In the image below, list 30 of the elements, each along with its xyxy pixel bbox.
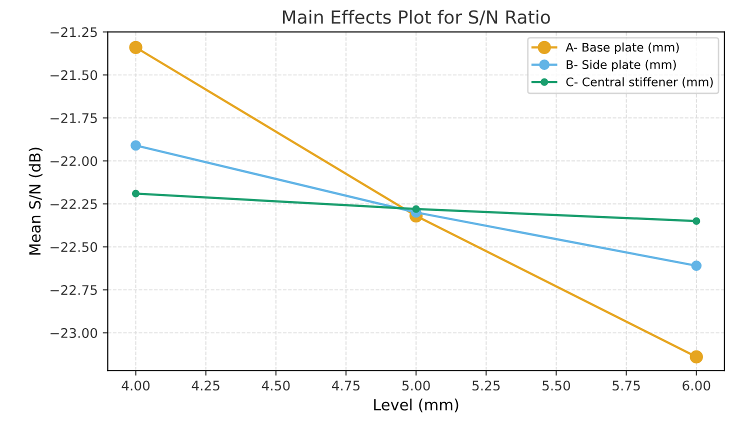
y-tick-label: −23.00 [50, 328, 98, 338]
y-tick-label: −21.25 [50, 27, 97, 38]
point [129, 40, 142, 54]
point [692, 217, 700, 225]
y-axis-title: Mean S/N (dB) [28, 148, 42, 255]
x-axis-title: Level (mm) [374, 398, 458, 412]
legend-label: C- Central stiffener (mm) [566, 77, 713, 88]
point [132, 190, 140, 198]
x-tick-label: 4.50 [262, 380, 290, 391]
point [690, 350, 703, 364]
legend-label: A- Base plate (mm) [566, 42, 679, 54]
x-tick-label: 4.25 [192, 380, 220, 391]
y-tick-label: −22.75 [50, 285, 97, 296]
x-tick-label: 5.50 [542, 380, 570, 391]
x-tick-label: 4.00 [122, 380, 150, 391]
point [130, 140, 141, 151]
y-tick-label: −21.75 [50, 113, 97, 124]
y-tick-label: −22.00 [50, 156, 98, 166]
point [412, 205, 420, 213]
y-tick-label: −21.50 [50, 70, 98, 80]
chart-title: Main Effects Plot for S/N Ratio [283, 10, 550, 26]
y-tick-label: −22.25 [50, 199, 97, 210]
y-tick-label: −22.50 [50, 242, 98, 252]
x-tick-label: 5.00 [402, 380, 430, 391]
x-tick-label: 6.00 [682, 380, 710, 391]
point [691, 260, 702, 271]
legend-label: B- Side plate (mm) [566, 60, 676, 72]
x-tick-label: 5.75 [612, 380, 640, 391]
x-tick-label: 5.25 [472, 380, 500, 391]
x-tick-label: 4.75 [332, 380, 360, 391]
